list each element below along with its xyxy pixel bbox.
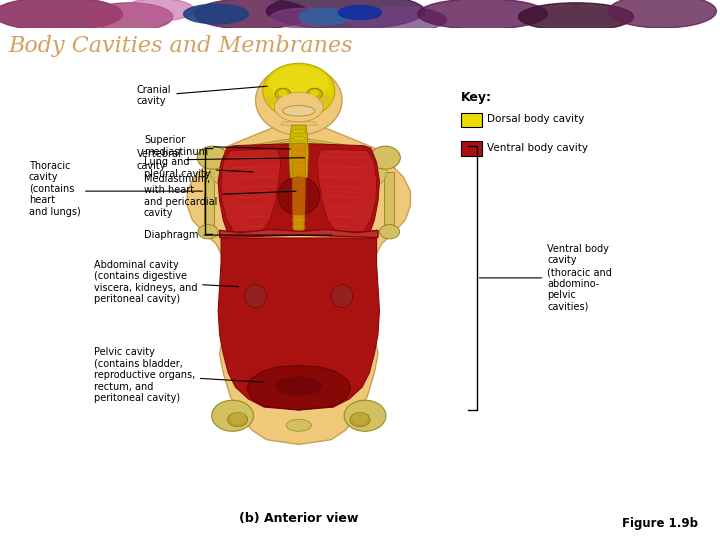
Polygon shape xyxy=(220,230,378,238)
Text: Key:: Key: xyxy=(461,91,492,104)
Ellipse shape xyxy=(292,196,305,201)
Ellipse shape xyxy=(275,88,291,100)
Text: Diaphragm: Diaphragm xyxy=(144,230,332,240)
Polygon shape xyxy=(204,172,214,225)
Text: Figure 1.9b: Figure 1.9b xyxy=(622,517,698,530)
Polygon shape xyxy=(384,172,394,225)
Ellipse shape xyxy=(198,225,218,239)
Ellipse shape xyxy=(346,7,446,32)
Ellipse shape xyxy=(352,412,368,424)
Polygon shape xyxy=(289,125,308,234)
Ellipse shape xyxy=(608,0,716,28)
Bar xyxy=(461,113,482,127)
Ellipse shape xyxy=(278,177,320,215)
Text: Superior
mediastinum: Superior mediastinum xyxy=(144,135,290,157)
Polygon shape xyxy=(247,366,351,410)
Ellipse shape xyxy=(292,158,305,163)
Text: Mediastinum,
with heart
and pericardial
cavity: Mediastinum, with heart and pericardial … xyxy=(144,173,296,218)
Ellipse shape xyxy=(283,106,315,116)
Ellipse shape xyxy=(212,400,253,431)
Ellipse shape xyxy=(292,143,305,148)
Ellipse shape xyxy=(122,0,194,21)
Ellipse shape xyxy=(362,159,387,185)
Ellipse shape xyxy=(245,285,266,308)
Text: Pelvic cavity
(contains bladder,
reproductive organs,
rectum, and
peritoneal cav: Pelvic cavity (contains bladder, reprodu… xyxy=(94,347,264,403)
Text: Ventral body cavity: Ventral body cavity xyxy=(487,143,588,153)
Ellipse shape xyxy=(194,0,310,29)
Ellipse shape xyxy=(292,225,305,230)
Ellipse shape xyxy=(518,3,634,31)
Text: Abdominal cavity
(contains digestive
viscera, kidneys, and
peritoneal cavity): Abdominal cavity (contains digestive vis… xyxy=(94,260,238,305)
Ellipse shape xyxy=(344,400,386,431)
Text: (b) Anterior view: (b) Anterior view xyxy=(239,512,359,525)
Polygon shape xyxy=(218,143,379,235)
Text: Dorsal body cavity: Dorsal body cavity xyxy=(487,114,585,124)
Text: Lung and
pleural cavity: Lung and pleural cavity xyxy=(144,157,253,179)
Bar xyxy=(461,141,482,156)
Ellipse shape xyxy=(228,413,248,427)
Polygon shape xyxy=(221,149,281,232)
Ellipse shape xyxy=(292,129,305,134)
Ellipse shape xyxy=(318,96,334,105)
Ellipse shape xyxy=(292,189,305,193)
Text: Ventral body
cavity
(thoracic and
abdomino-
pelvic
cavities): Ventral body cavity (thoracic and abdomi… xyxy=(480,244,612,312)
Ellipse shape xyxy=(338,5,382,19)
Ellipse shape xyxy=(197,146,228,169)
Ellipse shape xyxy=(307,88,323,100)
Ellipse shape xyxy=(310,90,319,97)
Text: Thoracic
cavity
(contains
heart
and lungs): Thoracic cavity (contains heart and lung… xyxy=(29,160,81,217)
Ellipse shape xyxy=(292,151,305,156)
Ellipse shape xyxy=(264,96,279,105)
Polygon shape xyxy=(292,143,306,234)
Ellipse shape xyxy=(269,66,328,102)
Ellipse shape xyxy=(379,225,400,239)
Polygon shape xyxy=(317,149,377,232)
Ellipse shape xyxy=(292,203,305,208)
Ellipse shape xyxy=(418,0,547,29)
Ellipse shape xyxy=(370,146,400,169)
Ellipse shape xyxy=(256,66,342,135)
Ellipse shape xyxy=(279,90,287,97)
Polygon shape xyxy=(281,122,317,125)
Ellipse shape xyxy=(0,0,122,31)
Ellipse shape xyxy=(184,4,248,24)
Ellipse shape xyxy=(230,412,246,424)
Polygon shape xyxy=(306,139,365,151)
Ellipse shape xyxy=(292,136,305,141)
Ellipse shape xyxy=(266,0,425,29)
Ellipse shape xyxy=(287,420,312,431)
Ellipse shape xyxy=(299,9,349,25)
Ellipse shape xyxy=(210,159,236,185)
Ellipse shape xyxy=(292,218,305,222)
Ellipse shape xyxy=(292,167,305,172)
Ellipse shape xyxy=(292,210,305,215)
Polygon shape xyxy=(233,139,292,151)
Text: Cranial
cavity: Cranial cavity xyxy=(137,85,267,106)
Ellipse shape xyxy=(263,63,335,118)
Ellipse shape xyxy=(274,92,323,122)
Polygon shape xyxy=(187,126,410,444)
Ellipse shape xyxy=(276,376,323,396)
Ellipse shape xyxy=(292,181,305,186)
Polygon shape xyxy=(218,238,379,410)
Ellipse shape xyxy=(331,285,353,308)
Ellipse shape xyxy=(270,9,335,28)
Ellipse shape xyxy=(292,174,305,179)
Text: Body Cavities and Membranes: Body Cavities and Membranes xyxy=(9,35,353,57)
Text: Vertebral
cavity: Vertebral cavity xyxy=(137,149,305,171)
Ellipse shape xyxy=(86,3,173,31)
Ellipse shape xyxy=(350,413,370,427)
